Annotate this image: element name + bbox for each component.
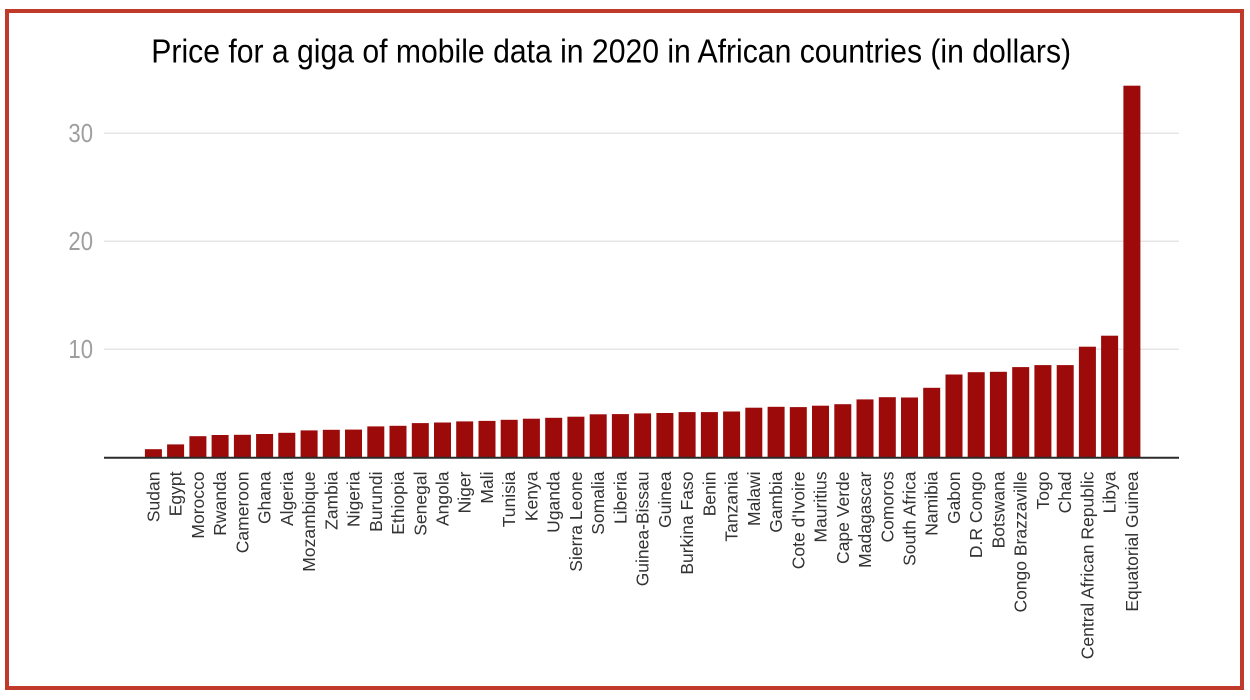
svg-text:Cote d'Ivoire: Cote d'Ivoire bbox=[788, 472, 808, 570]
svg-text:Senegal: Senegal bbox=[410, 472, 430, 536]
svg-text:Malawi: Malawi bbox=[744, 472, 764, 526]
svg-text:Niger: Niger bbox=[455, 471, 475, 513]
svg-text:Kenya: Kenya bbox=[521, 471, 541, 521]
svg-text:Price for a giga of mobile dat: Price for a giga of mobile data in 2020 … bbox=[151, 32, 1071, 70]
svg-text:Tunisia: Tunisia bbox=[499, 471, 519, 527]
svg-text:Central African Republic: Central African Republic bbox=[1077, 471, 1097, 659]
svg-text:Rwanda: Rwanda bbox=[210, 471, 230, 535]
svg-text:Cape Verde: Cape Verde bbox=[833, 472, 853, 564]
svg-text:Angola: Angola bbox=[433, 471, 453, 526]
svg-text:30: 30 bbox=[68, 120, 93, 149]
svg-text:Liberia: Liberia bbox=[610, 471, 630, 524]
svg-text:Morocco: Morocco bbox=[188, 472, 208, 539]
svg-text:Burkina Faso: Burkina Faso bbox=[677, 472, 697, 575]
svg-text:Libya: Libya bbox=[1100, 471, 1120, 513]
svg-text:Botswana: Botswana bbox=[988, 471, 1008, 548]
svg-text:Tanzania: Tanzania bbox=[722, 471, 742, 541]
svg-text:Guinea-Bissau: Guinea-Bissau bbox=[633, 472, 653, 587]
svg-text:Mauritius: Mauritius bbox=[811, 471, 831, 542]
svg-text:Gabon: Gabon bbox=[944, 472, 964, 525]
svg-text:10: 10 bbox=[68, 336, 93, 365]
svg-text:Zambia: Zambia bbox=[321, 471, 341, 530]
svg-text:Ethiopia: Ethiopia bbox=[388, 471, 408, 535]
svg-text:Chad: Chad bbox=[1055, 472, 1075, 514]
svg-text:Somalia: Somalia bbox=[588, 471, 608, 534]
svg-text:Uganda: Uganda bbox=[544, 471, 564, 533]
svg-text:Sudan: Sudan bbox=[143, 472, 163, 523]
svg-text:20: 20 bbox=[68, 228, 93, 257]
svg-text:Equatorial Guinea: Equatorial Guinea bbox=[1122, 471, 1142, 611]
svg-text:Ghana: Ghana bbox=[255, 471, 275, 524]
svg-text:Benin: Benin bbox=[699, 472, 719, 517]
svg-text:South Africa: South Africa bbox=[900, 471, 920, 566]
svg-text:D.R Congo: D.R Congo bbox=[966, 471, 986, 558]
svg-text:Egypt: Egypt bbox=[166, 471, 186, 516]
svg-text:Algeria: Algeria bbox=[277, 471, 297, 526]
svg-text:Namibia: Namibia bbox=[922, 471, 942, 535]
svg-text:Togo: Togo bbox=[1033, 472, 1053, 510]
svg-text:Guinea: Guinea bbox=[655, 471, 675, 528]
svg-text:Cameroon: Cameroon bbox=[232, 472, 252, 554]
svg-text:Mozambique: Mozambique bbox=[299, 472, 319, 572]
svg-text:Congo Brazzaville: Congo Brazzaville bbox=[1011, 472, 1031, 613]
svg-text:Burundi: Burundi bbox=[366, 472, 386, 532]
svg-text:Gambia: Gambia bbox=[766, 471, 786, 533]
svg-text:Comoros: Comoros bbox=[877, 471, 897, 542]
svg-text:Mali: Mali bbox=[477, 472, 497, 504]
svg-text:Madagascar: Madagascar bbox=[855, 471, 875, 567]
svg-text:Sierra Leone: Sierra Leone bbox=[566, 472, 586, 572]
svg-text:Nigeria: Nigeria bbox=[344, 471, 364, 527]
